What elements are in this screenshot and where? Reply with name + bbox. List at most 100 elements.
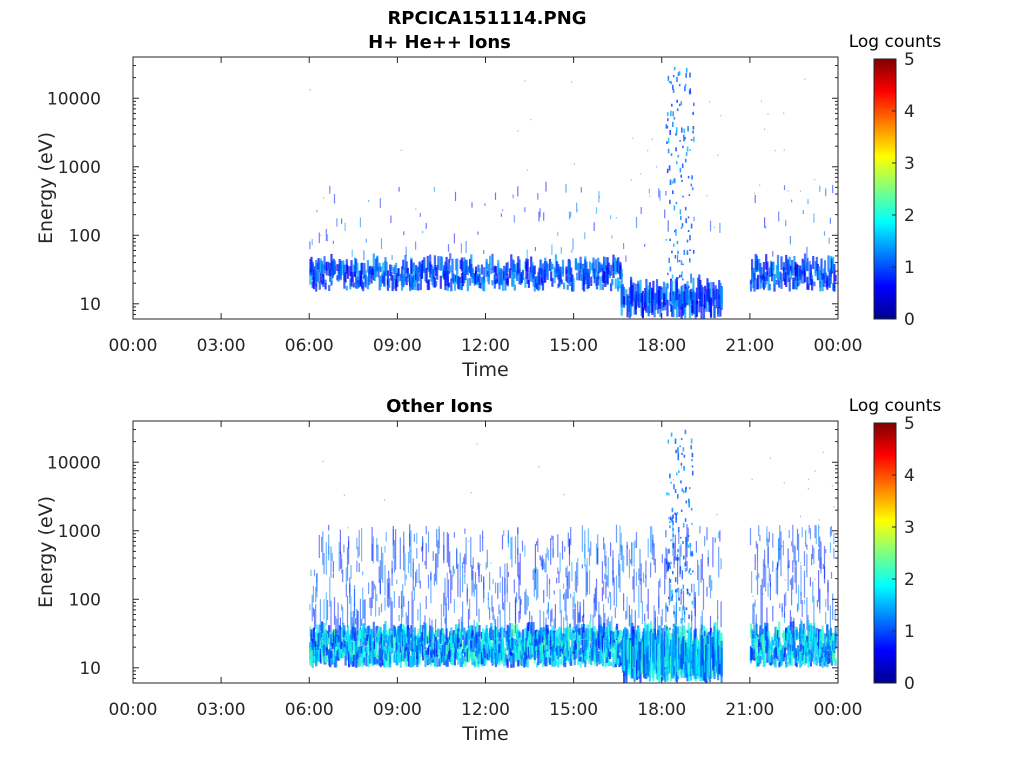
- data-cell: [346, 547, 349, 581]
- data-cell: [332, 240, 334, 244]
- x-tick-label: 15:00: [549, 336, 598, 356]
- x-tick-label: 15:00: [549, 700, 598, 720]
- data-cell: [818, 524, 820, 548]
- data-cell: [483, 250, 485, 254]
- data-cell: [377, 632, 380, 641]
- data-cell: [650, 289, 653, 302]
- data-cell: [540, 628, 543, 642]
- data-cell: [420, 264, 424, 279]
- data-cell: [758, 258, 761, 272]
- data-cell: [814, 636, 817, 645]
- data-cell: [315, 639, 318, 651]
- data-cell: [607, 639, 610, 652]
- data-cell: [762, 274, 765, 290]
- data-cell: [435, 281, 438, 287]
- data-cell: [338, 542, 340, 572]
- data-cell: [606, 257, 609, 274]
- data-cell: [634, 649, 637, 661]
- data-cell: [498, 653, 501, 666]
- data-cell: [478, 637, 481, 652]
- data-cell: [465, 644, 468, 651]
- figure-title: RPCICA151114.PNG: [387, 8, 586, 29]
- data-cell: [429, 656, 432, 665]
- data-cell: [326, 633, 330, 645]
- data-cell: [565, 589, 567, 621]
- data-cell: [756, 657, 760, 663]
- data-cell: [680, 101, 683, 106]
- data-cell: [687, 230, 690, 232]
- data-cell: [487, 632, 490, 645]
- data-cell: [694, 592, 696, 617]
- data-cell: [685, 288, 688, 303]
- data-cell: [368, 638, 371, 648]
- data-cell: [648, 630, 651, 661]
- data-cell: [329, 185, 331, 194]
- data-cell: [312, 277, 315, 290]
- data-cell: [380, 640, 384, 653]
- data-cell: [336, 618, 338, 630]
- data-cell: [403, 268, 406, 285]
- data-cell: [626, 639, 629, 660]
- data-cell: [363, 262, 366, 279]
- data-cell: [689, 542, 692, 548]
- data-cell: [672, 75, 675, 78]
- data-cell: [361, 528, 363, 562]
- data-cell: [524, 591, 526, 615]
- data-cell: [346, 265, 350, 279]
- data-cell: [766, 526, 768, 542]
- data-cell: [415, 274, 418, 281]
- data-cell: [404, 553, 406, 586]
- data-cell: [781, 606, 783, 618]
- data-cell: [544, 634, 547, 651]
- data-cell: [395, 651, 398, 660]
- data-cell: [464, 259, 467, 274]
- data-cell: [380, 238, 383, 250]
- data-cell: [427, 630, 431, 639]
- data-cell: [519, 274, 522, 285]
- data-cell: [518, 259, 521, 275]
- data-cell: [668, 645, 671, 674]
- data-cell: [546, 630, 549, 646]
- data-cell: [801, 262, 804, 271]
- data-cell: [471, 567, 473, 596]
- data-cell: [821, 279, 824, 292]
- data-cell: [707, 297, 710, 312]
- data-cell: [453, 233, 455, 244]
- data-cell: [558, 275, 561, 287]
- data-cell: [686, 589, 689, 595]
- data-cell: [357, 631, 360, 648]
- data-cell: [753, 645, 756, 661]
- data-cell: [390, 633, 393, 647]
- data-cell: [430, 571, 432, 604]
- data-cell: [484, 655, 487, 663]
- data-cell: [446, 654, 449, 667]
- data-cell: [559, 266, 562, 283]
- data-cell: [659, 578, 661, 588]
- data-cell: [353, 257, 357, 272]
- data-cell: [370, 597, 372, 616]
- data-cell: [774, 646, 777, 658]
- data-cell: [571, 562, 573, 582]
- data-cell: [390, 597, 392, 630]
- data-cell: [496, 273, 499, 283]
- data-cell: [588, 261, 592, 274]
- data-cell: [356, 653, 359, 664]
- data-cell: [532, 641, 535, 647]
- data-cell: [439, 275, 442, 289]
- colorbar-tick-label: 4: [904, 466, 915, 486]
- data-cell: [364, 274, 367, 288]
- data-cell: [827, 255, 830, 272]
- data-cell: [384, 565, 386, 596]
- data-cell: [647, 538, 649, 558]
- data-cell: [413, 627, 416, 641]
- colorbar-label: Log counts: [849, 396, 942, 416]
- data-cell: [778, 646, 781, 657]
- data-cell: [619, 564, 621, 593]
- data-cell: [800, 618, 802, 634]
- data-cell: [499, 268, 502, 285]
- data-cell: [363, 649, 366, 661]
- data-cell: [444, 578, 446, 606]
- data-cell: [318, 282, 321, 290]
- data-cell: [806, 257, 809, 272]
- data-cell: [798, 279, 801, 286]
